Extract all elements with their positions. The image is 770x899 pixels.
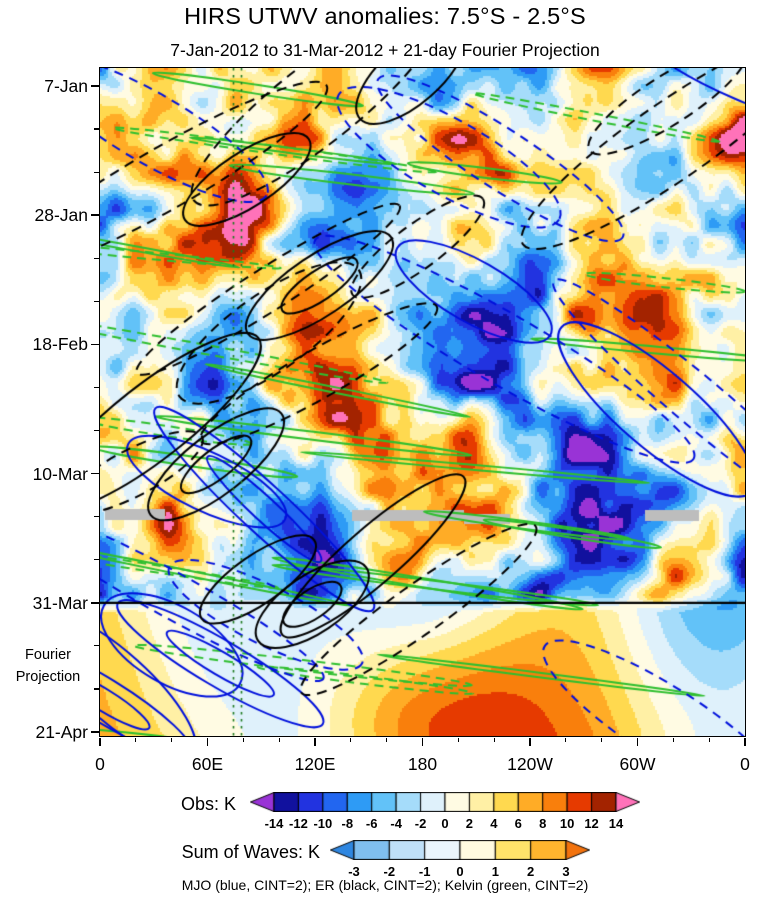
- colorbar-waves-tick-label: -2: [383, 864, 396, 879]
- contour-legend-caption: MJO (blue, CINT=2); ER (black, CINT=2); …: [181, 877, 589, 893]
- x-major-tick: [744, 737, 746, 746]
- y-minor-tick: [94, 128, 99, 130]
- x-minor-tick: [493, 737, 495, 742]
- fourier-annotation-line1: Fourier: [25, 647, 71, 663]
- y-minor-tick: [94, 386, 99, 389]
- x-minor-tick: [278, 737, 280, 742]
- x-major-tick: [636, 737, 639, 746]
- y-minor-tick: [94, 688, 99, 690]
- y-tick-label: 10-Mar: [32, 463, 88, 484]
- x-tick-label: 180: [407, 754, 438, 774]
- colorbar-waves-label: Sum of Waves: K: [181, 842, 320, 862]
- colorbar-obs-tick-label: -10: [313, 816, 333, 831]
- colorbar-obs-tick-label: 2: [465, 816, 474, 831]
- x-minor-tick: [171, 737, 173, 742]
- y-minor-tick: [94, 171, 99, 173]
- y-major-tick: [90, 602, 99, 604]
- colorbar-obs-tick-label: 12: [584, 816, 599, 831]
- y-minor-tick: [94, 516, 99, 518]
- colorbar-obs-tick-label: -2: [414, 816, 427, 831]
- x-major-tick: [421, 737, 424, 746]
- colorbar-obs: [250, 792, 640, 812]
- colorbar-obs-tick-label: 0: [441, 816, 449, 831]
- colorbar-obs-label: Obs: K: [180, 794, 236, 814]
- heatmap-canvas: [99, 67, 745, 736]
- colorbar-obs-tick-label: 4: [490, 816, 498, 831]
- y-tick-label: 28-Jan: [34, 205, 88, 226]
- colorbar-waves-tick-label: 3: [562, 864, 570, 879]
- x-tick-label: 60E: [191, 754, 224, 774]
- y-minor-tick: [94, 429, 99, 432]
- y-tick-label: 21-Apr: [35, 722, 88, 742]
- colorbar-waves: [330, 840, 590, 860]
- x-major-tick: [314, 737, 316, 746]
- y-tick-label: 18-Feb: [32, 334, 88, 355]
- x-tick-label: 0: [95, 754, 105, 774]
- colorbar-waves-tick-label: 1: [491, 864, 499, 879]
- fourier-projection-annotation: Fourier Projection: [2, 644, 94, 688]
- y-major-tick: [90, 731, 99, 733]
- colorbar-obs-tick-label: 6: [514, 816, 522, 831]
- x-major-tick: [99, 737, 101, 746]
- x-minor-tick: [672, 737, 674, 742]
- colorbar-obs-tick-label: -8: [341, 816, 354, 831]
- plot-area: [98, 66, 746, 737]
- x-tick-label: 120E: [294, 754, 336, 774]
- colorbar-obs-tick-label: 10: [559, 816, 575, 831]
- y-tick-label: 7-Jan: [44, 76, 88, 96]
- y-minor-tick: [94, 257, 99, 259]
- y-minor-tick: [94, 559, 99, 561]
- x-minor-tick: [457, 737, 459, 742]
- y-major-tick: [90, 343, 99, 346]
- colorbar-obs-tick-label: -6: [365, 816, 378, 831]
- x-minor-tick: [708, 737, 710, 742]
- x-major-tick: [206, 737, 209, 746]
- colorbar-waves-tick-label: 0: [456, 864, 464, 879]
- x-major-tick: [529, 737, 531, 746]
- x-minor-tick: [135, 737, 137, 742]
- colorbar-obs-tick-label: -14: [264, 816, 284, 831]
- y-major-tick: [90, 214, 99, 216]
- x-minor-tick: [242, 737, 244, 742]
- colorbar-obs-tick-label: -12: [289, 816, 308, 831]
- x-minor-tick: [350, 737, 352, 742]
- chart-subtitle: 7-Jan-2012 to 31-Mar-2012 + 21-day Fouri…: [170, 40, 600, 60]
- y-tick-label: 31-Mar: [32, 592, 88, 613]
- y-major-tick: [90, 472, 99, 475]
- y-major-tick: [90, 85, 99, 87]
- x-tick-label: 120W: [507, 754, 553, 774]
- colorbar-waves-tick-label: -1: [418, 864, 431, 879]
- colorbar-obs-tick-label: 14: [608, 816, 624, 831]
- x-minor-tick: [565, 737, 567, 742]
- x-minor-tick: [601, 737, 603, 742]
- y-minor-tick: [94, 645, 99, 647]
- x-minor-tick: [386, 737, 388, 742]
- x-tick-label: 0: [740, 754, 750, 774]
- fourier-annotation-line2: Projection: [15, 669, 81, 685]
- colorbar-obs-tick-label: -4: [390, 816, 402, 831]
- y-minor-tick: [94, 300, 99, 302]
- colorbar-obs-tick-label: 8: [539, 816, 547, 831]
- chart-title: HIRS UTWV anomalies: 7.5°S - 2.5°S: [184, 3, 586, 29]
- colorbar-waves-tick-label: -3: [348, 864, 360, 879]
- x-tick-label: 60W: [619, 754, 656, 774]
- colorbar-waves-tick-label: 2: [527, 864, 535, 879]
